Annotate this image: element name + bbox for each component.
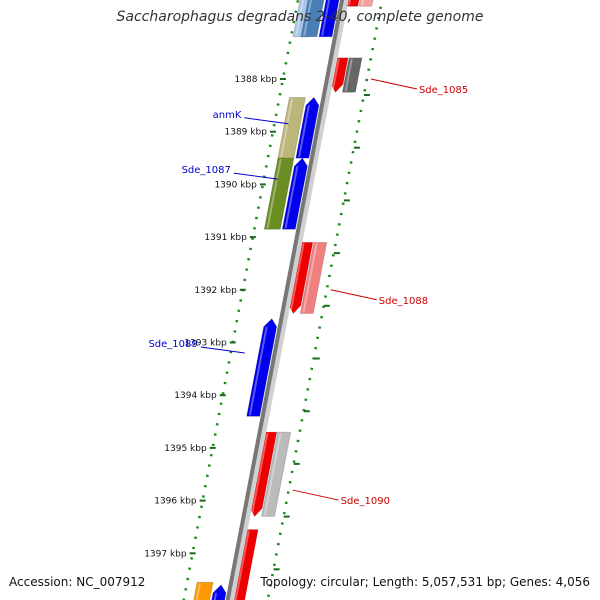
gene-feature-fwd-inner (281, 157, 308, 230)
gene-feature-highlight (266, 159, 282, 229)
backbone-shadow (227, 0, 349, 600)
gene-feature-fwd-mid (263, 157, 295, 230)
gene-feature-highlight (302, 243, 318, 313)
gene-feature-highlight (263, 433, 282, 516)
gene-feature-highlight (348, 0, 352, 6)
gene-label: anmK (213, 110, 242, 121)
gene-label: Sde_1087 (182, 165, 231, 176)
tick-label: 1396 kbp (154, 497, 197, 507)
gene-label-leader (292, 489, 339, 501)
gene-feature-rev-outer (299, 241, 328, 314)
gene-feature-rev-outer (358, 0, 374, 7)
gene-label-leader (200, 346, 245, 354)
gene-labels: Sde_1085 anmK Sde_1087 Sde_1088 Sde_1089 Sde_… (148, 78, 468, 507)
gene-feature-highlight (250, 433, 269, 516)
gene-label: Sde_1089 (148, 339, 197, 350)
gene-label: Sde_1088 (379, 296, 428, 307)
gene-feature-highlight (361, 0, 365, 6)
tick-label: 1390 kbp (214, 180, 257, 190)
genome-summary-text: Topology: circular; Length: 5,057,531 bp… (260, 575, 590, 589)
gene-feature-fwd-inner (318, 0, 340, 38)
tick-label: 1391 kbp (204, 233, 247, 243)
gene-feature-highlight (234, 530, 250, 600)
tick-label: 1389 kbp (225, 128, 268, 138)
gene-feature-highlight (303, 0, 313, 36)
map-title: Saccharophagus degradans 2-40, complete … (116, 9, 484, 25)
gene-feature-fwd-mid (300, 0, 325, 38)
gene-label-leader (330, 289, 377, 301)
tick-label: 1394 kbp (174, 391, 217, 401)
gene-feature-highlight (248, 326, 268, 416)
accession-text: Accession: NC_007912 (9, 575, 146, 589)
tick-label: 1397 kbp (144, 549, 187, 559)
gene-feature-highlight (331, 58, 340, 92)
tick-label: 1393 kbp (184, 339, 227, 349)
gene-label: Sde_1090 (341, 496, 390, 507)
gene-feature-highlight (295, 0, 305, 36)
gene-feature-fwd-inner (246, 318, 278, 417)
gene-feature-fwd-inner (211, 584, 227, 600)
gene-feature-highlight (284, 166, 299, 229)
gene-feature-rev-outer (261, 431, 292, 517)
gene-feature-fwd-inner (295, 96, 320, 159)
gene-feature-rev-outer (341, 57, 363, 93)
forward-track-guide (182, 0, 300, 600)
backbone (225, 0, 345, 600)
track-guides (182, 0, 384, 600)
gene-feature-highlight (195, 583, 201, 600)
gene-feature-fwd-mid (193, 581, 214, 600)
tick-label: 1392 kbp (194, 286, 237, 296)
gene-feature-highlight (321, 0, 331, 36)
gene-features (193, 0, 374, 600)
gene-feature-highlight (298, 105, 310, 158)
gene-label-leader (244, 117, 289, 125)
scale-ticks: 1388 kbp 1389 kbp 1390 kbp 1391 kbp 1392 kbp… (144, 75, 370, 571)
gene-feature-highlight (344, 58, 353, 92)
tick-label: 1395 kbp (164, 444, 207, 454)
gene-label-leader (233, 172, 278, 180)
gene-feature-highlight (213, 592, 217, 600)
gene-label: Sde_1085 (419, 85, 468, 96)
tick-label: 1388 kbp (235, 75, 278, 85)
gene-feature-highlight (280, 98, 294, 158)
gene-label-leader (370, 78, 418, 90)
gene-feature-highlight (289, 243, 305, 313)
